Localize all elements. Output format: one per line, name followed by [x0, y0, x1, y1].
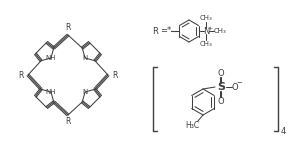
Text: +: + [207, 25, 212, 31]
Text: CH₃: CH₃ [200, 15, 212, 21]
Text: =: = [160, 27, 167, 35]
Text: O: O [218, 97, 224, 105]
Text: N: N [82, 55, 88, 61]
Text: CH₃: CH₃ [214, 28, 226, 34]
Text: *: * [167, 27, 171, 35]
Text: NH: NH [46, 55, 56, 61]
Text: 4: 4 [281, 128, 286, 136]
Text: R: R [152, 27, 158, 35]
Text: H₃C: H₃C [185, 121, 199, 129]
Text: O: O [232, 83, 238, 91]
Text: O: O [218, 69, 224, 77]
Text: R: R [65, 118, 71, 127]
Text: N: N [82, 89, 88, 95]
Text: N: N [203, 27, 209, 35]
Text: CH₃: CH₃ [200, 41, 212, 47]
Text: R: R [18, 70, 24, 80]
Text: −: − [236, 80, 242, 86]
Text: R: R [112, 70, 118, 80]
Text: R: R [65, 24, 71, 32]
Text: S: S [217, 82, 225, 92]
Text: NH: NH [46, 89, 56, 95]
